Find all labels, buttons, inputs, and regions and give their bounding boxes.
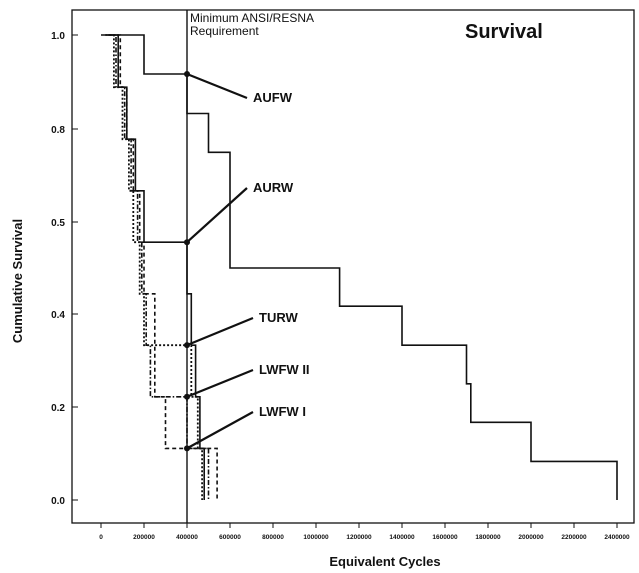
chart-title: Survival bbox=[465, 21, 543, 43]
plot-frame bbox=[71, 9, 635, 524]
x-tick-label: 1200000 bbox=[346, 534, 372, 541]
y-axis-title: Cumulative Survival bbox=[10, 219, 25, 343]
callout-dot-aufw bbox=[184, 71, 190, 78]
y-tick-label: 1.0 bbox=[51, 31, 65, 42]
x-tick-label: 1000000 bbox=[303, 534, 329, 541]
y-tick-label: 0.5 bbox=[51, 218, 65, 229]
y-tick-label: 0.4 bbox=[51, 310, 65, 321]
x-tick-label: 2200000 bbox=[561, 534, 587, 541]
x-tick-label: 0 bbox=[99, 534, 103, 541]
y-tick-label: 0.2 bbox=[51, 403, 65, 414]
series-line-lwfw-i bbox=[109, 34, 218, 500]
y-axis: 0.0 0.2 0.4 0.5 0.8 1.0 bbox=[51, 31, 78, 507]
reference-line-label: Requirement bbox=[190, 24, 259, 38]
x-tick-label: 200000 bbox=[133, 534, 155, 541]
callout-leader-aurw bbox=[186, 187, 248, 244]
callout-leader-lwfw-ii bbox=[186, 368, 254, 398]
series-label-lwfw-ii: LWFW II bbox=[259, 362, 310, 377]
x-axis: 0 200000 400000 600000 800000 1000000 1200000 1… bbox=[99, 523, 630, 541]
callout-dot-lwfw-i bbox=[184, 445, 190, 452]
x-tick-label: 1400000 bbox=[389, 534, 415, 541]
y-tick-label: 0.8 bbox=[51, 125, 65, 136]
series-label-aurw: AURW bbox=[253, 180, 294, 195]
callout-dot-lwfw-ii bbox=[184, 393, 190, 400]
series-line-aurw bbox=[107, 34, 205, 500]
series-line-aufw bbox=[101, 34, 618, 500]
y-tick-label: 0.0 bbox=[51, 496, 65, 507]
callout-leader-aufw bbox=[186, 72, 248, 100]
x-tick-label: 1600000 bbox=[432, 534, 458, 541]
series-label-lwfw-i: LWFW I bbox=[259, 404, 306, 419]
series-group bbox=[101, 34, 618, 500]
x-tick-label: 800000 bbox=[262, 534, 284, 541]
x-tick-label: 1800000 bbox=[475, 534, 501, 541]
x-axis-title: Equivalent Cycles bbox=[329, 554, 440, 569]
series-label-turw: TURW bbox=[259, 310, 298, 325]
series-label-aufw: AUFW bbox=[253, 90, 293, 105]
callout-leader-lwfw-i bbox=[186, 411, 254, 450]
x-tick-label: 2400000 bbox=[604, 534, 630, 541]
x-tick-label: 600000 bbox=[219, 534, 241, 541]
series-line-lwfw-ii bbox=[107, 34, 210, 500]
reference-line-label: Minimum ANSI/RESNA bbox=[190, 11, 314, 25]
callout-leader-turw bbox=[186, 316, 254, 347]
callout-dot-aurw bbox=[184, 239, 190, 246]
callout-group: AUFW AURW TURW LWFW II LWFW I bbox=[184, 71, 310, 452]
x-tick-label: 2000000 bbox=[518, 534, 544, 541]
x-tick-label: 400000 bbox=[176, 534, 198, 541]
callout-dot-turw bbox=[184, 342, 190, 349]
